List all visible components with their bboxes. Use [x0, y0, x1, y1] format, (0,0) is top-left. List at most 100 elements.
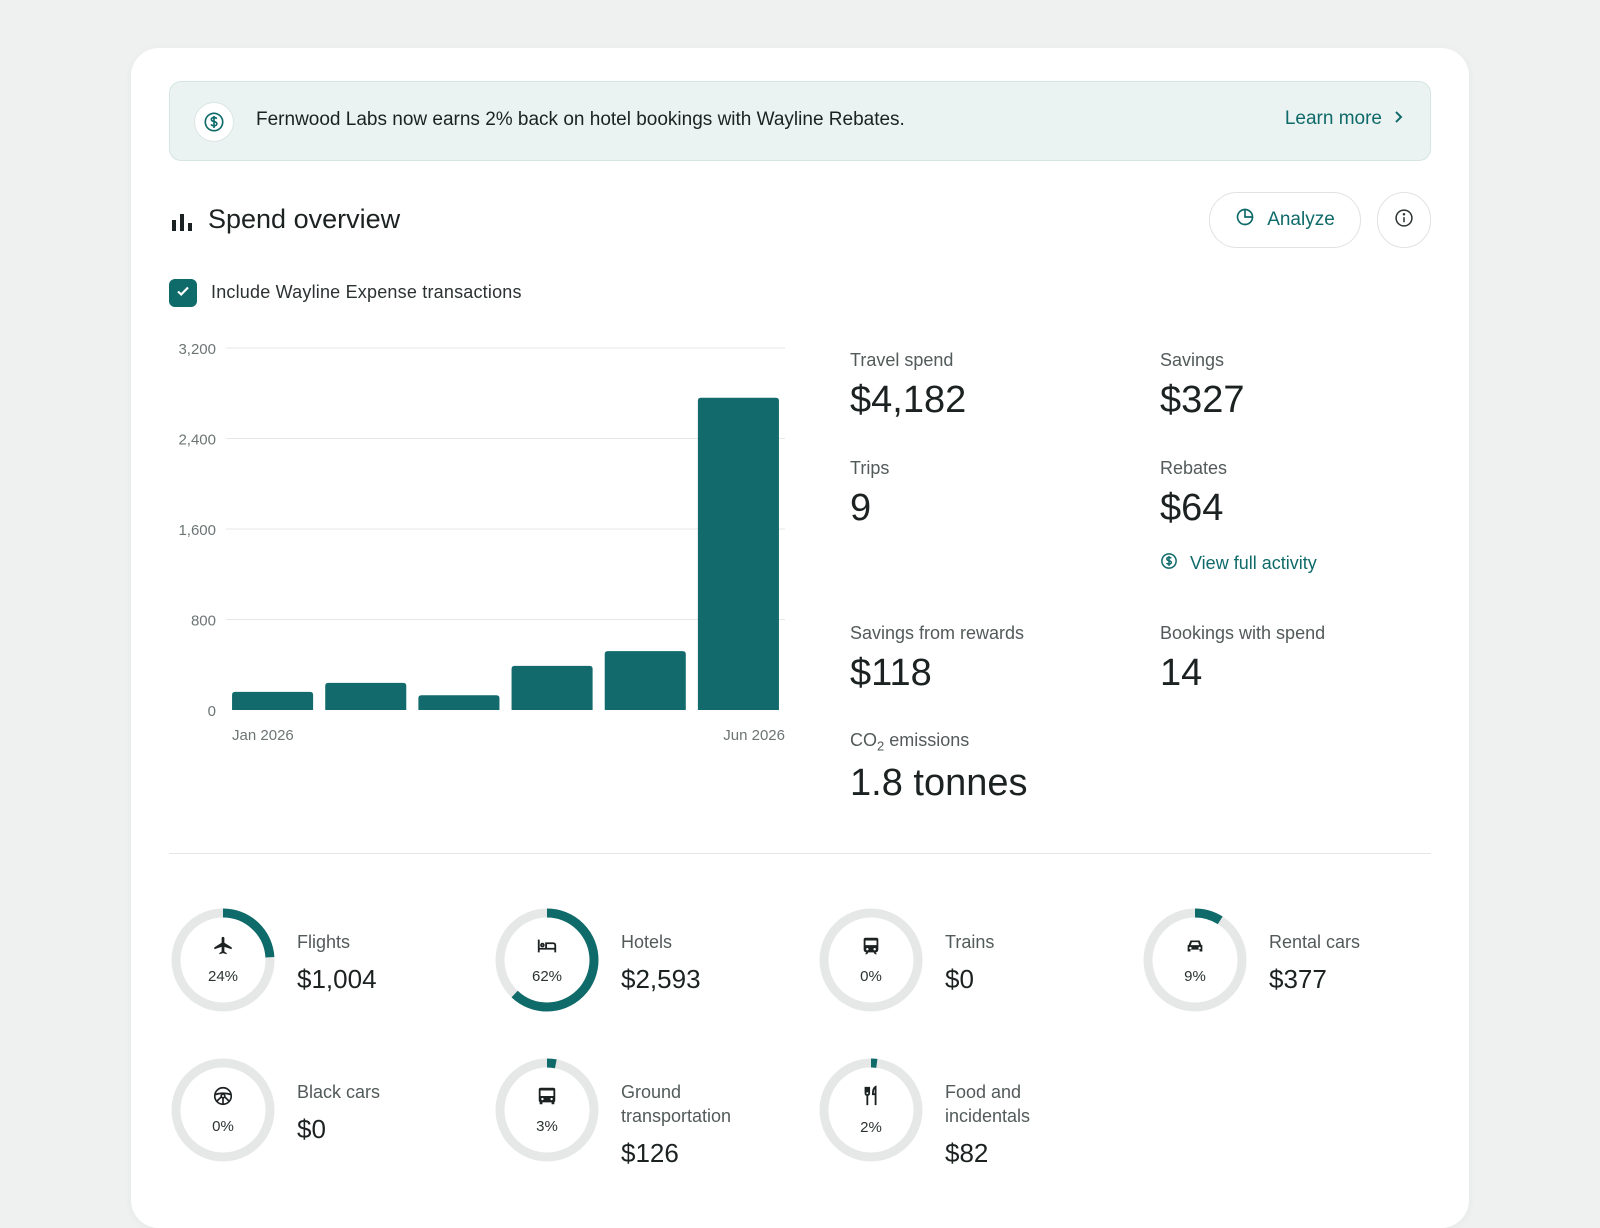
- category-text: Black cars $0: [297, 1080, 457, 1145]
- stat-label: CO2 emissions: [850, 730, 1027, 754]
- info-button[interactable]: [1377, 192, 1431, 248]
- donut-track: [171, 1058, 275, 1162]
- stat-trips: Trips 9: [850, 458, 889, 530]
- chevron-right-icon: [1392, 108, 1404, 130]
- donut-center: 9%: [1141, 906, 1249, 1014]
- stat-label: Bookings with spend: [1160, 623, 1326, 643]
- donut-center: 2%: [817, 1056, 925, 1164]
- checkmark-icon: [175, 283, 191, 304]
- bus-icon: [536, 1085, 558, 1112]
- bar: [232, 691, 314, 710]
- category-value: $82: [945, 1138, 989, 1168]
- donut-track: [819, 908, 923, 1012]
- stat-savings-from-rewards: Savings from rewards $118: [850, 623, 1024, 695]
- plane-icon: [211, 935, 235, 962]
- include-expense-label: Include Wayline Expense transactions: [211, 282, 522, 302]
- donut-fill: [171, 908, 275, 1012]
- category-percent: 2%: [860, 1119, 882, 1136]
- stat-bookings-with-spend: Bookings with spend 14: [1160, 623, 1325, 695]
- category-label: Hotels: [621, 932, 673, 952]
- donut-center: 0%: [817, 906, 925, 1014]
- category-text: Hotels $2,593: [621, 930, 781, 995]
- category-value: $0: [297, 1114, 326, 1144]
- category-donut: [1143, 908, 1247, 1012]
- category-percent: 3%: [536, 1118, 558, 1135]
- car-icon: [1183, 935, 1207, 962]
- donut-center: 62%: [493, 906, 601, 1014]
- category-label: Rental cars: [1269, 932, 1361, 952]
- section-divider: [169, 853, 1431, 854]
- y-tick-label: 1,600: [178, 522, 216, 539]
- x-tick-label: Jan 2026: [232, 727, 294, 744]
- category-donut: [171, 1058, 275, 1162]
- category-text: Rental cars $377: [1269, 930, 1429, 995]
- category-text: Flights $1,004: [297, 930, 457, 995]
- dollar-circle-icon: [1160, 552, 1178, 575]
- category-label: Food and incidentals: [945, 1082, 1031, 1126]
- category-value: $1,004: [297, 964, 377, 994]
- category-donut: [171, 908, 275, 1012]
- category-donut: [819, 1058, 923, 1162]
- stat-value: $118: [850, 652, 932, 694]
- page-title: Spend overview: [208, 204, 401, 234]
- category-label: Trains: [945, 932, 995, 952]
- bar: [604, 651, 686, 710]
- banner-text: Fernwood Labs now earns 2% back on hotel…: [256, 109, 905, 130]
- x-tick-label: Jun 2026: [723, 727, 785, 744]
- category-label: Flights: [297, 932, 351, 952]
- donut-center: 0%: [169, 1056, 277, 1164]
- dollar-circle-icon: [194, 102, 234, 142]
- stat-label: Rebates: [1160, 458, 1228, 478]
- learn-more-label: Learn more: [1284, 108, 1382, 129]
- info-icon: [1394, 208, 1414, 233]
- fork-knife-icon: [860, 1084, 882, 1113]
- category-percent: 0%: [860, 968, 882, 985]
- include-expense-checkbox[interactable]: [169, 279, 197, 307]
- stat-value: $64: [1160, 487, 1224, 529]
- donut-fill: [1143, 908, 1247, 1012]
- bar: [325, 682, 407, 710]
- co2-subscript: 2: [877, 738, 885, 754]
- category-donut: [495, 1058, 599, 1162]
- category-donut: [819, 908, 923, 1012]
- analyze-label: Analyze: [1267, 209, 1335, 230]
- y-tick-label: 3,200: [178, 341, 216, 358]
- bar: [418, 695, 500, 710]
- category-value: $126: [621, 1138, 679, 1168]
- view-activity-label: View full activity: [1190, 553, 1317, 573]
- stat-travel-spend: Travel spend $4,182: [850, 350, 966, 422]
- stat-value: 14: [1160, 652, 1203, 694]
- y-tick-label: 0: [208, 703, 216, 720]
- category-text: Food and incidentals $82: [945, 1080, 1105, 1169]
- stat-co2-emissions: CO2 emissions 1.8 tonnes: [850, 730, 1027, 805]
- donut-center: 3%: [493, 1056, 601, 1164]
- bar-chart-icon: [171, 212, 193, 237]
- category-percent: 24%: [207, 968, 239, 985]
- stat-label: Travel spend: [850, 350, 954, 370]
- bar: [511, 665, 593, 710]
- category-text: Ground transportation $126: [621, 1080, 781, 1169]
- stat-label: Savings: [1160, 350, 1225, 370]
- stat-savings: Savings $327: [1160, 350, 1245, 422]
- y-tick-label: 800: [191, 613, 216, 630]
- steering-wheel-icon: [211, 1085, 235, 1112]
- bed-icon: [535, 935, 559, 962]
- donut-fill: [819, 1058, 923, 1162]
- analyze-button[interactable]: Analyze: [1209, 192, 1361, 248]
- category-label: Ground transportation: [621, 1082, 732, 1126]
- category-label: Black cars: [297, 1082, 381, 1102]
- monthly-spend-chart: 3,200 2,400 1,600 800 0 Jan 2026 Jun 2026: [178, 341, 785, 744]
- view-full-activity-link[interactable]: View full activity: [1160, 552, 1317, 575]
- learn-more-link[interactable]: Learn more: [1285, 108, 1404, 130]
- y-tick-label: 2,400: [178, 432, 216, 449]
- stat-value: $327: [1160, 379, 1245, 421]
- co2-suffix: emissions: [884, 730, 970, 750]
- category-percent: 62%: [531, 968, 563, 985]
- stat-value: 1.8 tonnes: [850, 761, 1028, 804]
- bar: [697, 397, 779, 710]
- category-percent: 9%: [1184, 968, 1206, 985]
- category-donut: [495, 908, 599, 1012]
- stat-value: 9: [850, 487, 872, 529]
- stat-label: Savings from rewards: [850, 623, 1025, 643]
- category-value: $0: [945, 964, 974, 994]
